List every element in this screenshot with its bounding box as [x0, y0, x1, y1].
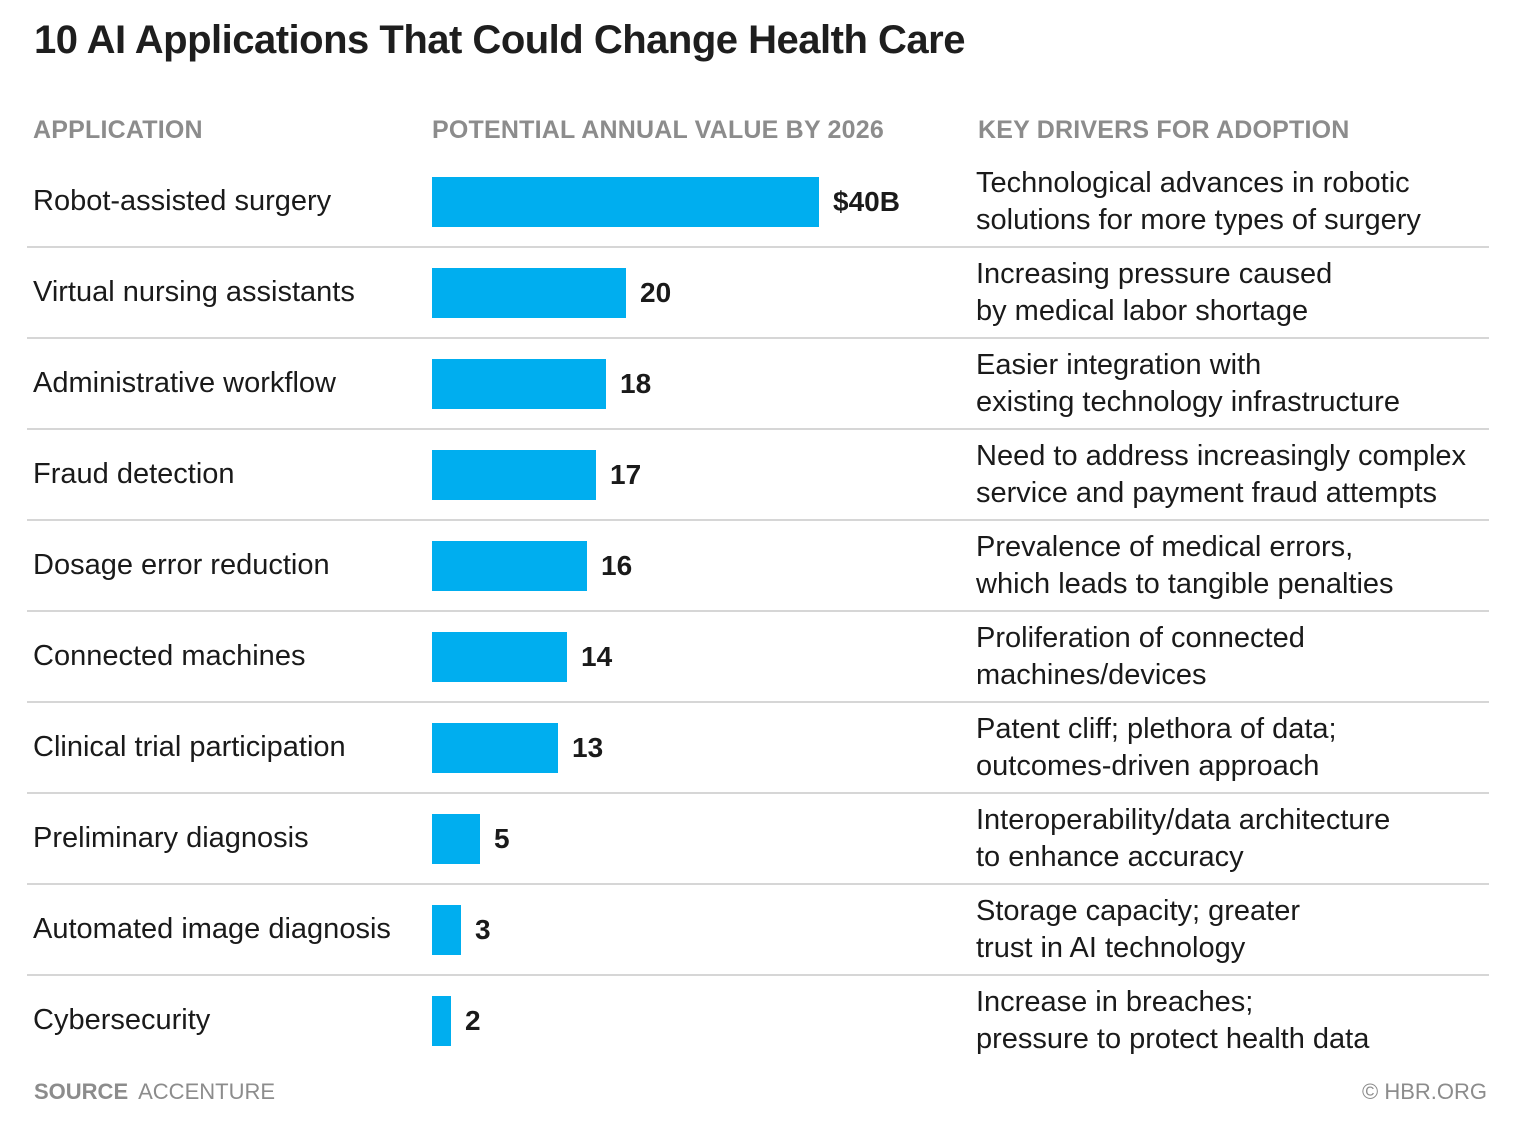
driver-line: Need to address increasingly complex — [976, 439, 1467, 472]
value-label: $40B — [833, 186, 900, 217]
driver-line: which leads to tangible penalties — [976, 567, 1394, 600]
driver-line: by medical labor shortage — [976, 294, 1309, 327]
driver-line: to enhance accuracy — [976, 840, 1244, 873]
driver-line: Easier integration with — [976, 348, 1262, 381]
table-row: Fraud detection 17 Need to address increas… — [27, 430, 1489, 521]
application-name: Preliminary diagnosis — [33, 822, 309, 854]
value-bar — [432, 632, 567, 682]
source-note: SOURCE ACCENTURE — [34, 1079, 275, 1105]
driver-line: Interoperability/data architecture — [976, 803, 1391, 836]
driver-line: service and payment fraud attempts — [976, 476, 1438, 509]
table-row: Clinical trial participation 13 Patent cli… — [27, 703, 1489, 794]
value-label: 18 — [620, 368, 652, 399]
driver-line: pressure to protect health data — [976, 1022, 1370, 1055]
key-drivers: Easier integration with existing technolo… — [976, 339, 1400, 428]
value-label: 2 — [465, 1005, 481, 1036]
table-row: Robot-assisted surgery $40B Technological … — [27, 157, 1489, 248]
driver-line: Proliferation of connected — [976, 621, 1305, 654]
value-label: 17 — [610, 459, 642, 490]
column-header-drivers: KEY DRIVERS FOR ADOPTION — [978, 116, 1350, 144]
key-drivers: Storage capacity; greater trust in AI tec… — [976, 885, 1300, 974]
driver-line: outcomes-driven approach — [976, 749, 1320, 782]
application-name: Fraud detection — [33, 458, 235, 490]
key-drivers: Increasing pressure caused by medical lab… — [976, 248, 1332, 337]
table-row: Automated image diagnosis 3 Storage capaci… — [27, 885, 1489, 976]
value-bar — [432, 814, 480, 864]
key-drivers: Prevalence of medical errors, which leads… — [976, 521, 1394, 610]
column-header-value: POTENTIAL ANNUAL VALUE BY 2026 — [432, 116, 884, 144]
value-bar — [432, 359, 606, 409]
driver-line: Storage capacity; greater — [976, 894, 1301, 927]
driver-line: Increase in breaches; — [976, 985, 1254, 1018]
chart-title: 10 AI Applications That Could Change Hea… — [34, 18, 965, 62]
driver-line: Prevalence of medical errors, — [976, 530, 1354, 563]
table-row: Connected machines 14 Proliferation of con… — [27, 612, 1489, 703]
source-key: SOURCE — [34, 1079, 129, 1104]
table-row: Virtual nursing assistants 20 Increasing p… — [27, 248, 1489, 339]
key-drivers: Technological advances in robotic solutio… — [976, 157, 1421, 246]
application-name: Administrative workflow — [33, 367, 336, 399]
application-name: Virtual nursing assistants — [33, 276, 355, 308]
value-label: 16 — [601, 550, 633, 581]
application-name: Automated image diagnosis — [33, 913, 391, 945]
table-row: Preliminary diagnosis 5 Interoperability/d… — [27, 794, 1489, 885]
driver-line: Increasing pressure caused — [976, 257, 1333, 290]
value-label: 14 — [581, 641, 613, 672]
value-bar — [432, 541, 587, 591]
value-bar — [432, 450, 596, 500]
driver-line: Patent cliff; plethora of data; — [976, 712, 1337, 745]
source-value: ACCENTURE — [138, 1079, 276, 1104]
column-header-application: APPLICATION — [33, 116, 203, 144]
key-drivers: Need to address increasingly complex serv… — [976, 430, 1466, 519]
value-label: 13 — [572, 732, 604, 763]
value-bar — [432, 723, 558, 773]
table-row: Cybersecurity 2 Increase in breaches; press… — [27, 976, 1489, 1065]
application-name: Clinical trial participation — [33, 731, 346, 763]
driver-line: Technological advances in robotic — [976, 166, 1410, 199]
value-bar — [432, 177, 819, 227]
value-bar — [432, 905, 461, 955]
copyright-note: © HBR.ORG — [1362, 1079, 1487, 1104]
application-name: Robot-assisted surgery — [33, 185, 332, 217]
driver-line: machines/devices — [976, 658, 1207, 691]
application-name: Dosage error reduction — [33, 549, 330, 581]
key-drivers: Interoperability/data architecture to enh… — [976, 794, 1390, 883]
driver-line: solutions for more types of surgery — [976, 203, 1421, 236]
table-row: Administrative workflow 18 Easier integrat… — [27, 339, 1489, 430]
value-label: 3 — [475, 914, 491, 945]
key-drivers: Increase in breaches; pressure to protect… — [976, 976, 1369, 1065]
value-bar — [432, 996, 451, 1046]
value-bar — [432, 268, 626, 318]
key-drivers: Patent cliff; plethora of data; outcomes-… — [976, 703, 1337, 792]
value-label: 20 — [640, 277, 672, 308]
application-name: Connected machines — [33, 640, 306, 672]
key-drivers: Proliferation of connected machines/devic… — [976, 612, 1305, 701]
driver-line: trust in AI technology — [976, 931, 1246, 964]
driver-line: existing technology infrastructure — [976, 385, 1400, 418]
application-name: Cybersecurity — [33, 1004, 211, 1036]
table-row: Dosage error reduction 16 Prevalence of me… — [27, 521, 1489, 612]
value-label: 5 — [494, 823, 510, 854]
chart-rows: Robot-assisted surgery $40B Technological … — [27, 157, 1489, 1065]
